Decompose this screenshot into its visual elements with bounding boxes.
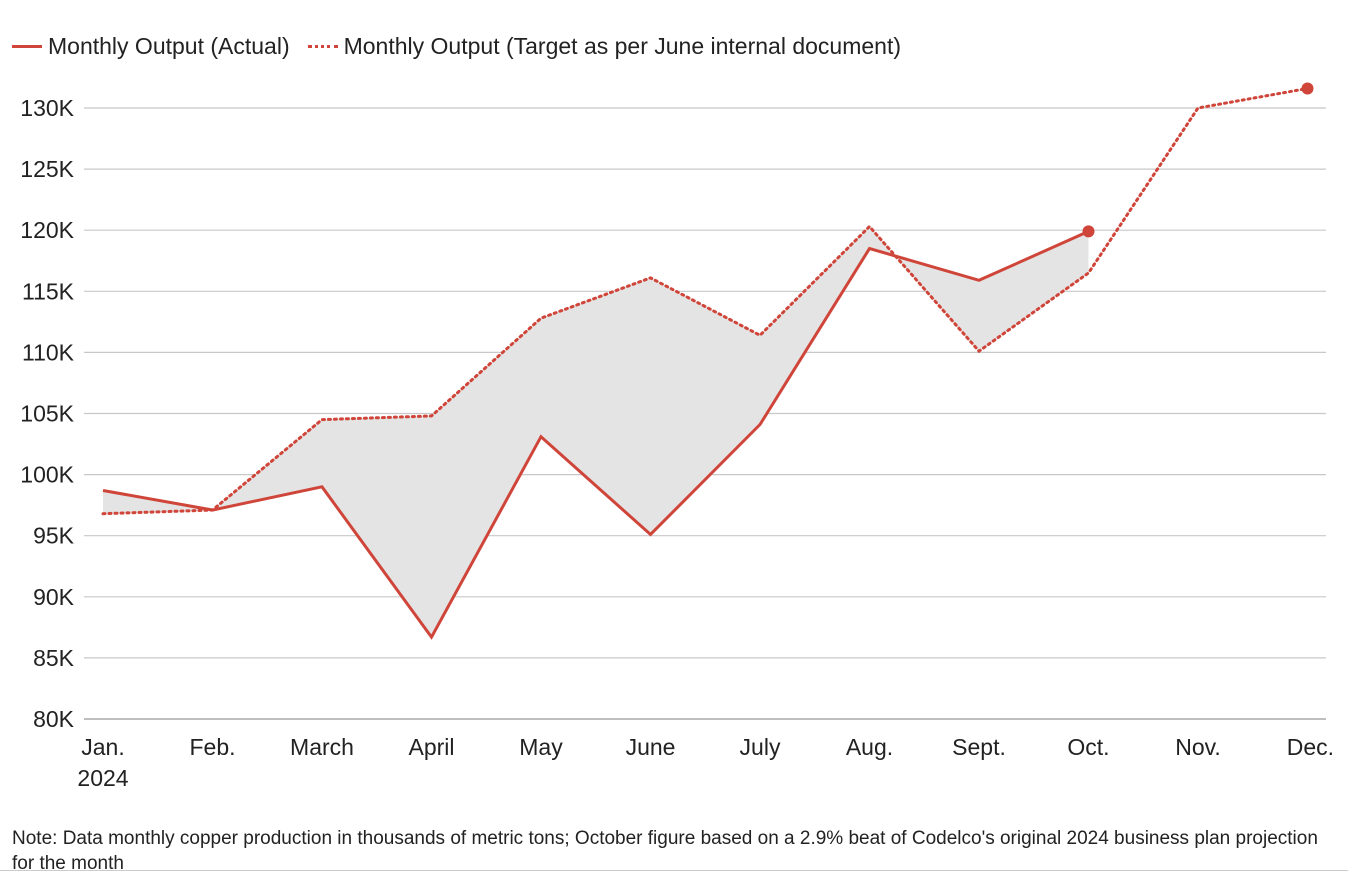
y-tick-label: 100K: [20, 462, 74, 488]
y-tick-label: 110K: [22, 339, 75, 365]
y-tick-label: 105K: [20, 401, 74, 427]
x-tick-label: Oct.: [1067, 734, 1109, 760]
x-tick-label: Dec.: [1287, 734, 1334, 760]
bottom-divider: [0, 870, 1348, 871]
y-tick-label: 130K: [20, 95, 74, 121]
legend: Monthly Output (Actual) Monthly Output (…: [12, 32, 919, 60]
y-tick-label: 125K: [20, 156, 74, 182]
legend-item-actual: Monthly Output (Actual): [12, 33, 290, 60]
legend-item-target: Monthly Output (Target as per June inter…: [307, 32, 902, 60]
line-chart: 80K 85K 90K 95K 100K 105K 110K 115K 120K 125K 130K…: [20, 82, 1334, 791]
actual-end-point: [1082, 225, 1095, 238]
legend-swatch-dotted-line: [307, 44, 338, 48]
y-tick-label: 80K: [33, 706, 75, 732]
x-tick-label: Sept.: [952, 734, 1006, 760]
x-tick-label: April: [408, 734, 454, 760]
y-tick-label: 115K: [22, 278, 75, 304]
x-tick-label: July: [740, 734, 781, 760]
y-tick-label: 90K: [33, 584, 75, 610]
x-tick-label: March: [290, 734, 354, 760]
difference-shading: [103, 226, 1089, 638]
x-tick-label: Nov.: [1175, 734, 1221, 760]
chart-note: Note: Data monthly copper production in …: [12, 828, 1318, 874]
x-tick-label: Feb.: [189, 734, 235, 760]
x-tick-label: Jan.: [81, 734, 124, 760]
x-tick-label: June: [626, 734, 676, 760]
y-tick-label: 95K: [33, 523, 75, 549]
target-end-point: [1301, 82, 1314, 95]
target-series-line: [101, 86, 1309, 516]
y-tick-label: 120K: [20, 217, 74, 243]
y-tick-label: 85K: [33, 645, 75, 671]
x-year-label: 2024: [77, 765, 128, 791]
legend-swatch-solid-line: [12, 44, 42, 48]
legend-label-actual: Monthly Output (Actual): [48, 32, 290, 59]
x-tick-label: Aug.: [846, 734, 893, 760]
actual-series-line: [102, 230, 1090, 640]
legend-label-target: Monthly Output (Target as per June inter…: [343, 32, 902, 59]
x-tick-label: May: [519, 734, 563, 760]
